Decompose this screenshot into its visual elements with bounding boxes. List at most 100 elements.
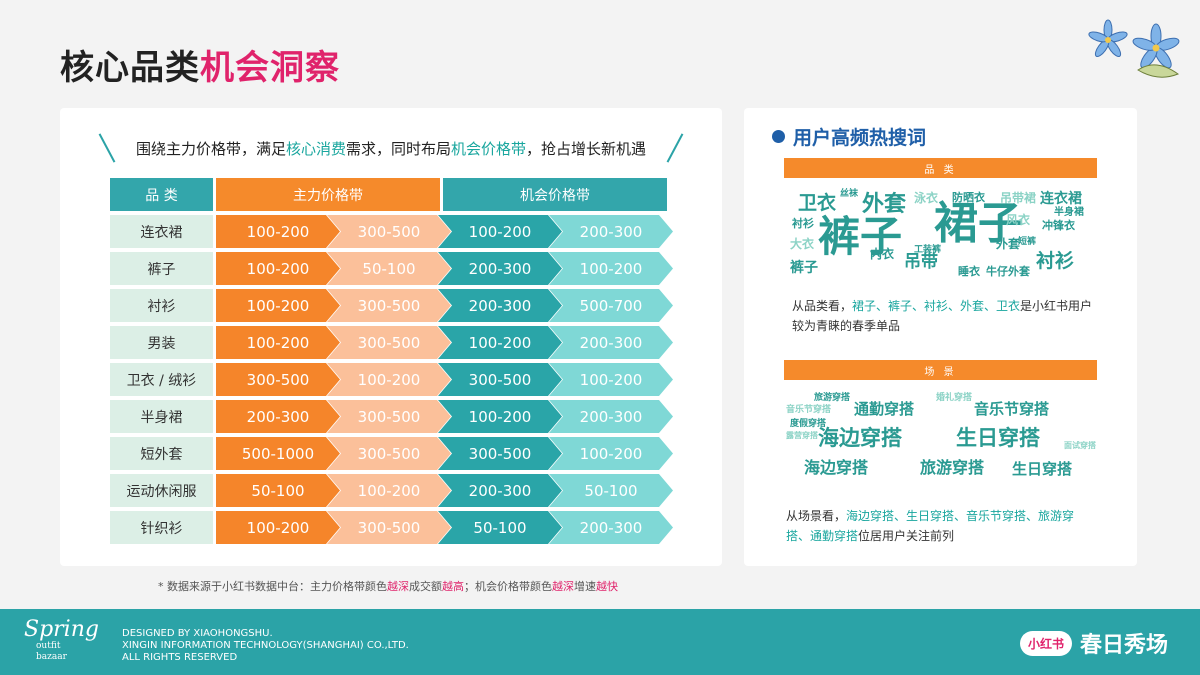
cloud-word: 卫衣 xyxy=(798,192,837,214)
opportunity-price-band-1-cell: 50-100 xyxy=(438,511,562,544)
cloud-word: 衬衫 xyxy=(1036,250,1075,272)
opportunity-price-band-2-cell: 200-300 xyxy=(549,511,673,544)
table-row: 衬衫 100-200 300-500 200-300 500-700 xyxy=(110,289,726,322)
opportunity-price-band-1-cell: 300-500 xyxy=(438,437,562,470)
price-band-arrows: 100-200 300-500 50-100 200-300 xyxy=(216,511,676,544)
category-cell: 男装 xyxy=(110,326,213,359)
opportunity-price-band-1-cell: 200-300 xyxy=(438,474,562,507)
subtitle-text-1: 围绕主力价格带，满足 xyxy=(135,139,286,158)
opportunity-price-band-1-cell: 100-200 xyxy=(438,400,562,433)
slash-left-icon xyxy=(100,134,114,162)
main-price-band-1-cell: 100-200 xyxy=(216,511,340,544)
cloud-word: 连衣裙 xyxy=(1040,191,1082,207)
desc1-highlight: 裙子、裤子、衬衫、外套、卫衣 xyxy=(852,299,1021,313)
header-opportunity-price-band: 机会价格带 xyxy=(443,178,667,211)
cloud-word: 衬衫 xyxy=(792,217,814,230)
desc2-highlight: 海边穿搭、生日穿搭、音乐节穿搭、旅游穿搭、通勤穿搭 xyxy=(786,509,1075,543)
footnote-red-2: 越高 xyxy=(442,580,464,593)
cloud-word: 冲锋衣 xyxy=(1042,219,1075,232)
category-word-cloud: 卫衣 外套 裙子 裤子 吊带 连衣裙 衬衫 大衣 内衣 睡衣 牛仔外套 防晒衣 … xyxy=(784,186,1097,286)
page-title: 核心品类机会洞察 xyxy=(60,40,340,89)
cloud-word: 裤子 xyxy=(818,212,903,261)
slash-right-icon xyxy=(668,134,682,162)
cloud-word: 露营穿搭 xyxy=(786,431,818,440)
main-price-band-1-cell: 100-200 xyxy=(216,326,340,359)
main-price-band-1-cell: 300-500 xyxy=(216,363,340,396)
cloud-word: 工装裤 xyxy=(914,245,942,255)
opportunity-price-band-2-cell: 50-100 xyxy=(549,474,673,507)
spring-outfit-logo: Spring outfit bazaar xyxy=(24,619,99,663)
table-row: 针织衫 100-200 300-500 50-100 200-300 xyxy=(110,511,726,544)
footnote-red-4: 越快 xyxy=(596,580,618,593)
subtitle: 围绕主力价格带，满足 核心消费 需求，同时布局 机会价格带 ，抢占增长新机遇 xyxy=(100,134,682,162)
price-band-arrows: 200-300 300-500 100-200 200-300 xyxy=(216,400,676,433)
opportunity-price-band-2-cell: 100-200 xyxy=(549,363,673,396)
header-main-price-band: 主力价格带 xyxy=(216,178,440,211)
subtitle-highlight-2: 机会价格带 xyxy=(451,139,527,158)
cloud-word: 旅游穿搭 xyxy=(814,393,851,403)
logo-sub-text-2: bazaar xyxy=(36,652,67,662)
cloud-word: 内衣 xyxy=(870,247,895,261)
cloud-word: 生日穿搭 xyxy=(956,426,1040,450)
cloud-word: 泳衣 xyxy=(914,191,939,205)
cloud-word: 风衣 xyxy=(1006,213,1031,227)
category-cell: 短外套 xyxy=(110,437,213,470)
desc2-text-2: 位居用户关注前列 xyxy=(858,529,955,543)
cloud-word: 裙子 xyxy=(934,198,1022,249)
opportunity-price-band-2-cell: 500-700 xyxy=(549,289,673,322)
cloud-word: 短裤 xyxy=(1018,237,1037,247)
footnote-text-3: ；机会价格带颜色 xyxy=(464,580,552,593)
table-row: 半身裙 200-300 300-500 100-200 200-300 xyxy=(110,400,726,433)
cloud-word: 吊带 xyxy=(904,252,938,272)
opportunity-price-band-1-cell: 200-300 xyxy=(438,252,562,285)
xiaohongshu-badge: 小红书 xyxy=(1019,630,1072,656)
cloud-word: 度假穿搭 xyxy=(790,419,827,429)
main-price-band-2-cell: 300-500 xyxy=(327,289,451,322)
price-band-arrows: 100-200 300-500 100-200 200-300 xyxy=(216,215,676,248)
category-cell: 衬衫 xyxy=(110,289,213,322)
hot-search-title: 用户高频热搜词 xyxy=(772,123,926,150)
copyright-text: DESIGNED BY XIAOHONGSHU. XINGIN INFORMAT… xyxy=(122,628,409,664)
category-cell: 裤子 xyxy=(110,252,213,285)
category-cell: 针织衫 xyxy=(110,511,213,544)
main-price-band-2-cell: 300-500 xyxy=(327,511,451,544)
copyright-line-1: DESIGNED BY XIAOHONGSHU. xyxy=(122,628,273,639)
desc2-text-1: 从场景看， xyxy=(786,509,847,523)
main-price-band-1-cell: 100-200 xyxy=(216,289,340,322)
cloud-word: 防晒衣 xyxy=(952,191,985,204)
opportunity-price-band-1-cell: 300-500 xyxy=(438,363,562,396)
price-band-arrows: 100-200 300-500 100-200 200-300 xyxy=(216,326,676,359)
cloud-word: 面试穿搭 xyxy=(1064,441,1096,450)
data-source-footnote: * 数据来源于小红书数据中台：主力价格带颜色越深成交额越高；机会价格带颜色越深增… xyxy=(158,578,618,594)
opportunity-price-band-1-cell: 100-200 xyxy=(438,326,562,359)
category-cell: 连衣裙 xyxy=(110,215,213,248)
table-row: 男装 100-200 300-500 100-200 200-300 xyxy=(110,326,726,359)
cloud-word: 音乐节穿搭 xyxy=(974,400,1050,418)
price-band-arrows: 500-1000 300-500 300-500 100-200 xyxy=(216,437,676,470)
subtitle-highlight-1: 核心消费 xyxy=(285,139,346,158)
footnote-text-4: 增速 xyxy=(574,580,596,593)
logo-sub-text-1: outfit xyxy=(36,641,61,651)
cloud-word: 旅游穿搭 xyxy=(920,458,985,477)
subtitle-text-2: 需求，同时布局 xyxy=(345,139,451,158)
price-band-arrows: 100-200 300-500 200-300 500-700 xyxy=(216,289,676,322)
main-price-band-2-cell: 100-200 xyxy=(327,474,451,507)
cloud-word: 半身裙 xyxy=(1054,207,1084,218)
cloud-word: 婚礼穿搭 xyxy=(936,393,973,403)
cloud-word: 通勤穿搭 xyxy=(854,400,915,418)
cloud-word: 外套 xyxy=(862,192,907,217)
table-row: 卫衣 / 绒衫 300-500 100-200 300-500 100-200 xyxy=(110,363,726,396)
price-band-arrows: 50-100 100-200 200-300 50-100 xyxy=(216,474,676,507)
main-price-band-1-cell: 500-1000 xyxy=(216,437,340,470)
cloud-word: 外套 xyxy=(996,237,1021,251)
main-price-band-2-cell: 100-200 xyxy=(327,363,451,396)
cloud-word: 牛仔外套 xyxy=(986,265,1030,278)
page-title-accent: 机会洞察 xyxy=(200,48,340,88)
main-price-band-1-cell: 100-200 xyxy=(216,252,340,285)
cloud-word: 音乐节穿搭 xyxy=(786,405,832,415)
cloud-word: 海边穿搭 xyxy=(818,426,902,450)
scene-description: 从场景看，海边穿搭、生日穿搭、音乐节穿搭、旅游穿搭、通勤穿搭位居用户关注前列 xyxy=(786,506,1096,546)
hot-search-panel: 用户高频热搜词 品 类 卫衣 外套 裙子 裤子 吊带 连衣裙 衬衫 大衣 内衣 … xyxy=(744,108,1137,566)
page-title-part1: 核心品类 xyxy=(60,48,200,88)
main-price-band-1-cell: 50-100 xyxy=(216,474,340,507)
